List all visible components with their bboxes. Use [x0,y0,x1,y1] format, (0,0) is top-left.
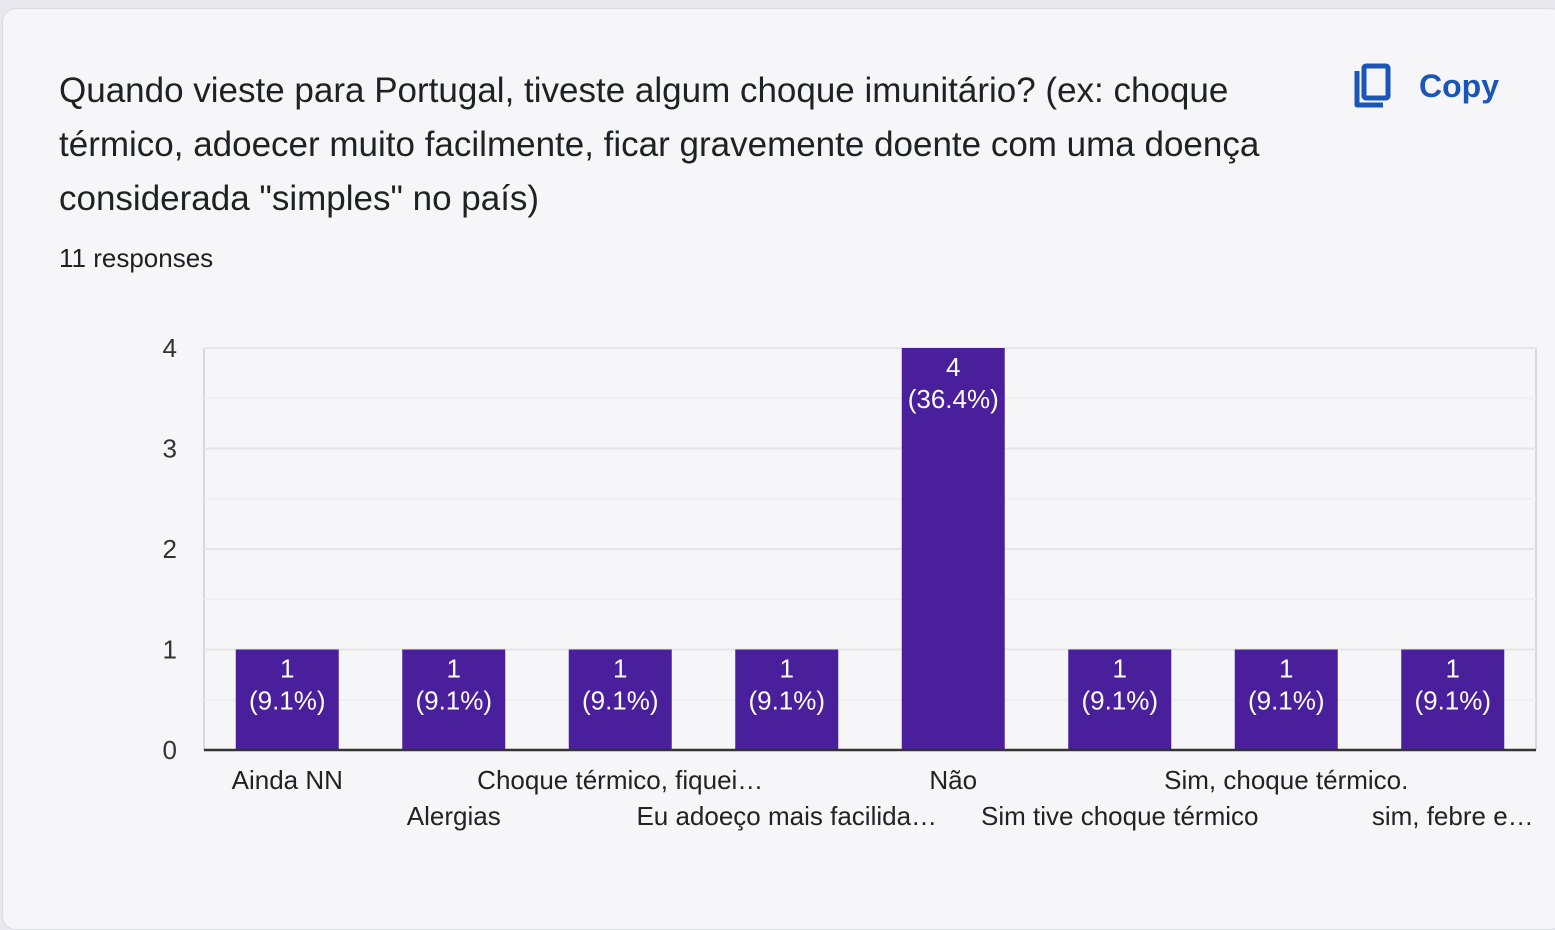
bar-value-label: 1 [1279,654,1293,684]
bar [1068,649,1172,750]
y-tick-label: 4 [163,333,177,363]
bar-percent-label: (9.1%) [1248,686,1325,716]
x-category-label: Ainda NN [232,765,343,795]
bar-value-label: 4 [946,352,960,382]
bar [1401,649,1505,750]
x-category-label: Não [929,765,977,795]
bar [901,348,1005,750]
bar-percent-label: (9.1%) [415,686,492,716]
bar-percent-label: (36.4%) [908,384,999,414]
response-count: 11 responses [59,243,214,273]
bar-percent-label: (9.1%) [249,686,326,716]
y-tick-label: 1 [163,635,177,665]
x-category-label: Sim tive choque térmico [981,801,1258,831]
bar-percent-label: (9.1%) [1081,686,1158,716]
question-title: Quando vieste para Portugal, tiveste alg… [59,71,1260,218]
copy-label: Copy [1419,67,1499,104]
bar [235,649,339,750]
copy-icon [1353,63,1393,109]
bar-value-label: 1 [613,654,627,684]
y-tick-label: 0 [163,735,177,765]
bar-percent-label: (9.1%) [748,686,825,716]
x-category-label: Choque térmico, fiquei… [477,765,763,795]
bar-value-label: 1 [447,654,461,684]
bar-value-label: 1 [780,654,794,684]
bar [735,649,839,750]
y-tick-label: 3 [163,434,177,464]
x-category-label: Eu adoeço mais facilida… [636,801,937,831]
bar [568,649,672,750]
bar [1234,649,1338,750]
copy-button[interactable]: Copy [1353,59,1499,113]
bar-value-label: 1 [1113,654,1127,684]
bar-percent-label: (9.1%) [1414,686,1491,716]
bar-value-label: 1 [1446,654,1460,684]
x-category-label: sim, febre e… [1372,801,1534,831]
y-tick-label: 2 [163,534,177,564]
x-category-label: Sim, choque térmico. [1164,765,1408,795]
bar-value-label: 1 [280,654,294,684]
bar [402,649,506,750]
question-card: Quando vieste para Portugal, tiveste alg… [2,8,1555,930]
bar-percent-label: (9.1%) [582,686,659,716]
x-category-label: Alergias [407,801,501,831]
